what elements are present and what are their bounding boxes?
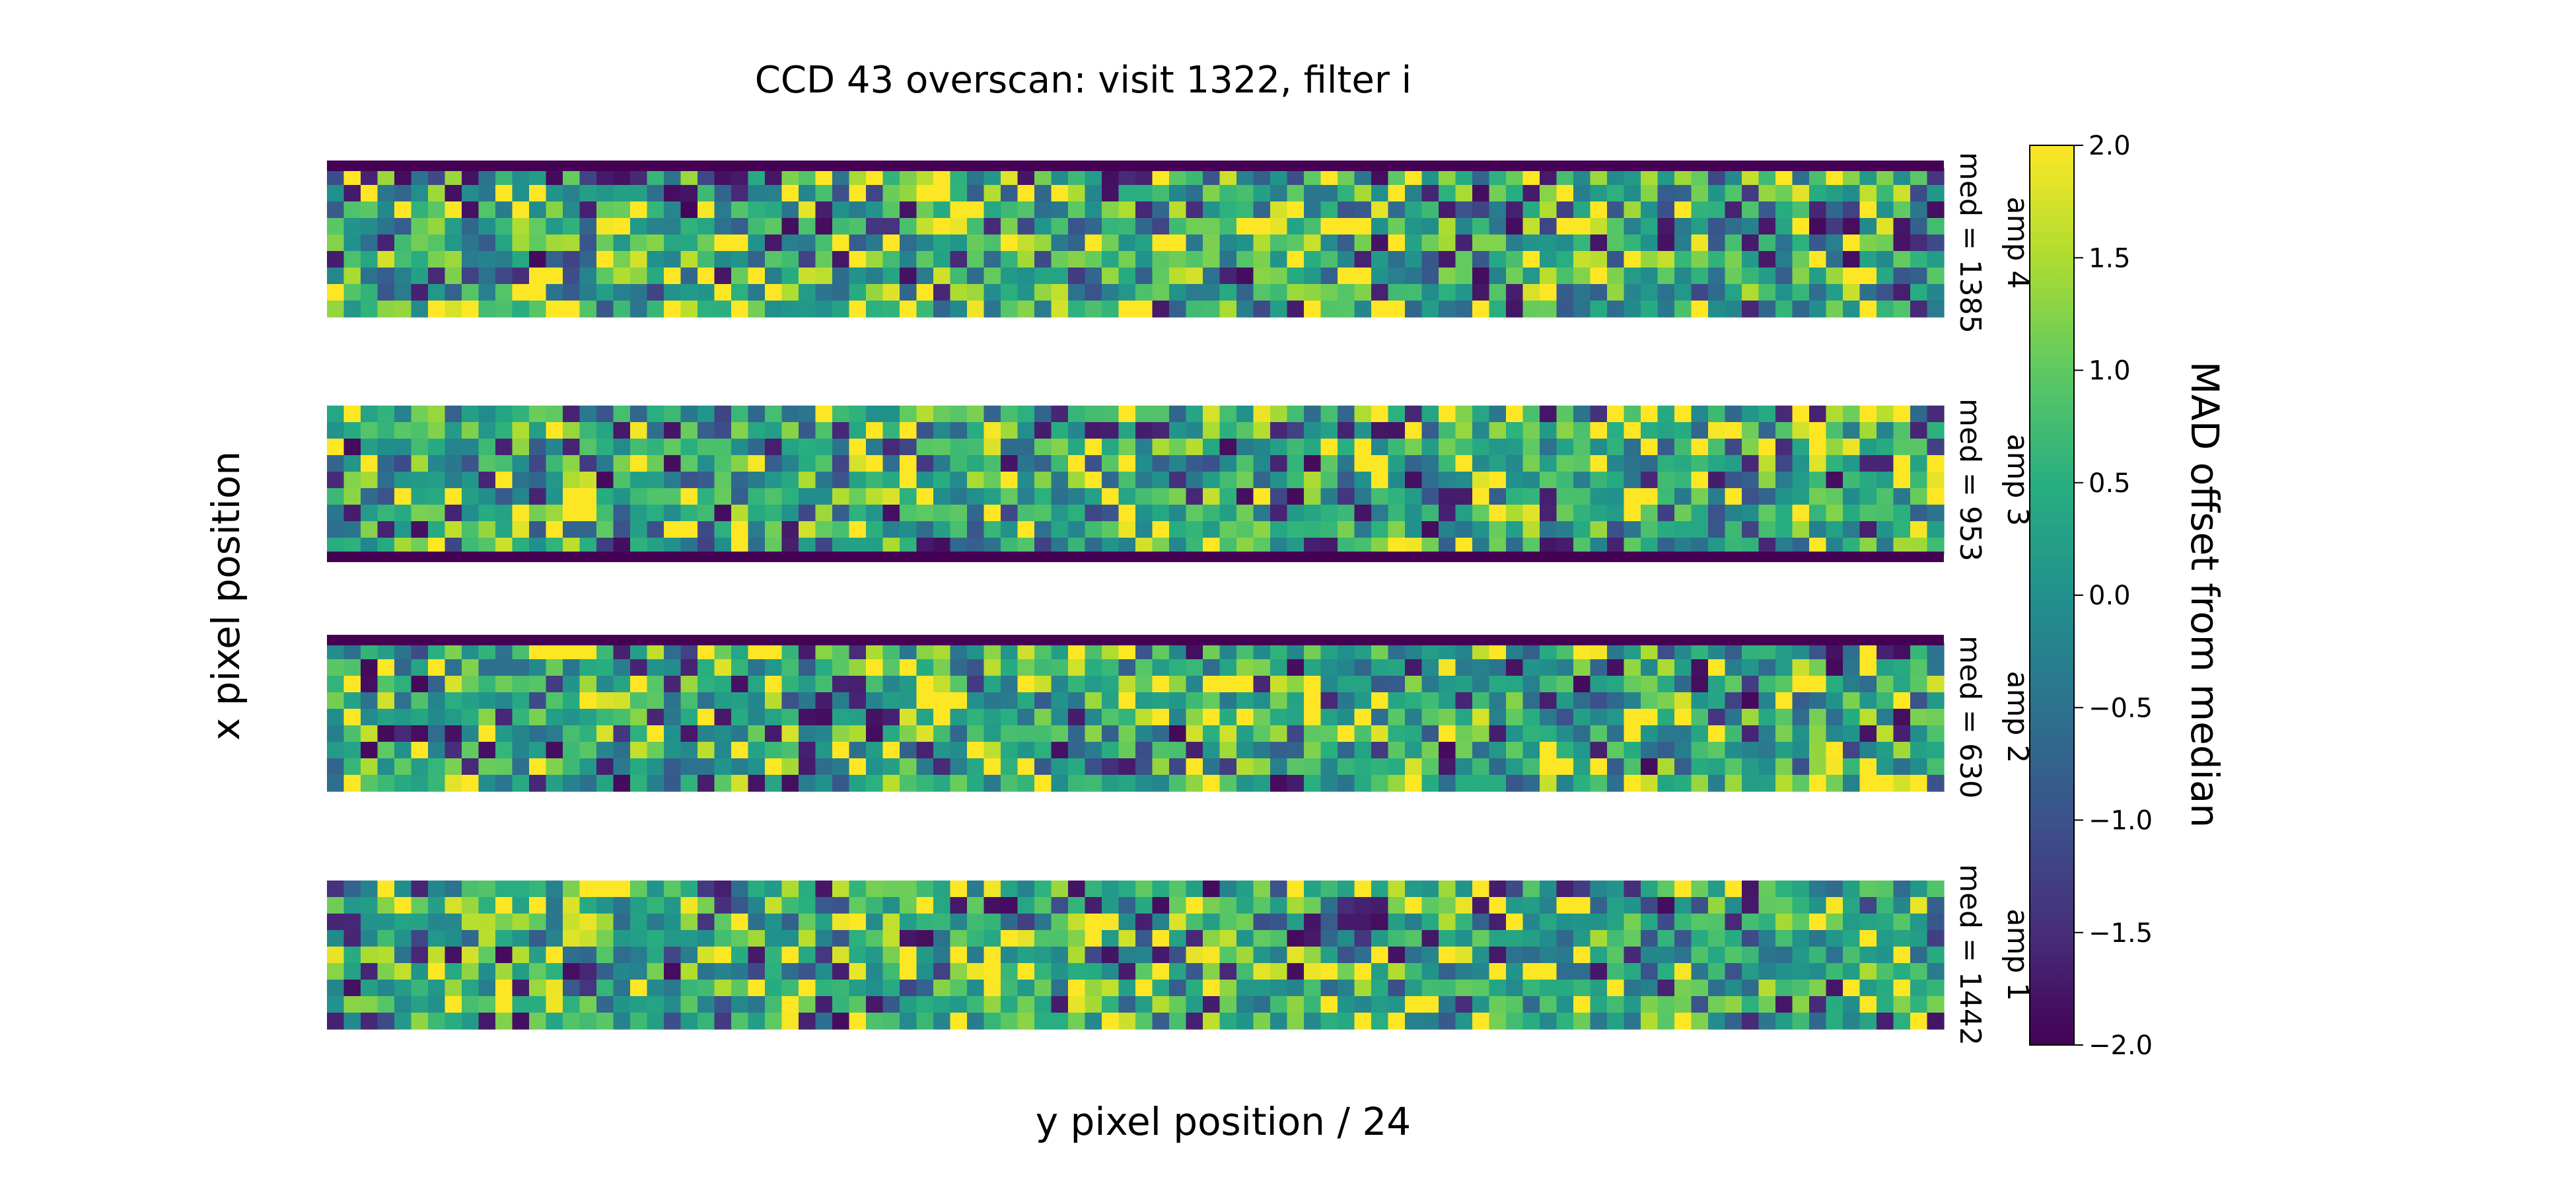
amp-name-label: amp 4	[2001, 197, 2034, 289]
heatmap-panels: amp 4 med = 1385 amp 3 med = 953 amp 2 med = …	[327, 152, 2034, 1046]
amp-median-label: med = 1385	[1953, 152, 1987, 334]
dark-overscan-row	[327, 635, 1944, 645]
heatmap-panel-amp-3: amp 3 med = 953	[327, 398, 2034, 562]
x-axis-label: y pixel position / 24	[1036, 1099, 1411, 1144]
colorbar-tick-label: 0.5	[2089, 468, 2131, 499]
colorbar-tick-label: −1.0	[2089, 806, 2153, 836]
colorbar-ticks: 2.0 1.5 1.0 0.5 0.0 −0.5 −1.0 −1.5 −2.0	[2074, 131, 2153, 1061]
colorbar-tick-label: 1.5	[2089, 243, 2131, 273]
amp-median-label: med = 953	[1953, 398, 1987, 561]
dark-overscan-row	[327, 161, 1944, 171]
colorbar-label: MAD offset from median	[2182, 361, 2227, 828]
y-axis-label: x pixel position	[203, 451, 248, 740]
dark-overscan-row	[327, 552, 1944, 562]
colorbar: 2.0 1.5 1.0 0.5 0.0 −0.5 −1.0 −1.5 −2.0 MAD offs…	[2029, 131, 2227, 1061]
heatmap-panel-amp-2: amp 2 med = 630	[327, 635, 2034, 799]
heatmap-panel-amp-4: amp 4 med = 1385	[327, 152, 2034, 334]
colorbar-tick-label: 0.0	[2089, 581, 2131, 611]
colorbar-tick-label: −1.5	[2089, 918, 2153, 949]
amp-name-label: amp 3	[2001, 434, 2034, 526]
colorbar-gradient	[2029, 145, 2075, 1046]
amp-name-label: amp 2	[2001, 671, 2034, 764]
colorbar-tick-label: −0.5	[2089, 693, 2153, 723]
chart-title: CCD 43 overscan: visit 1322, filter i	[755, 59, 1412, 102]
colorbar-tick-label: −2.0	[2089, 1030, 2153, 1061]
amp-median-label: med = 1442	[1953, 864, 1987, 1046]
amp-median-label: med = 630	[1953, 635, 1987, 799]
amp-name-label: amp 1	[2001, 909, 2034, 1001]
colorbar-tick-label: 2.0	[2089, 131, 2131, 161]
colorbar-tick-label: 1.0	[2089, 356, 2131, 386]
heatmap-panel-amp-1: amp 1 med = 1442	[327, 864, 2034, 1046]
